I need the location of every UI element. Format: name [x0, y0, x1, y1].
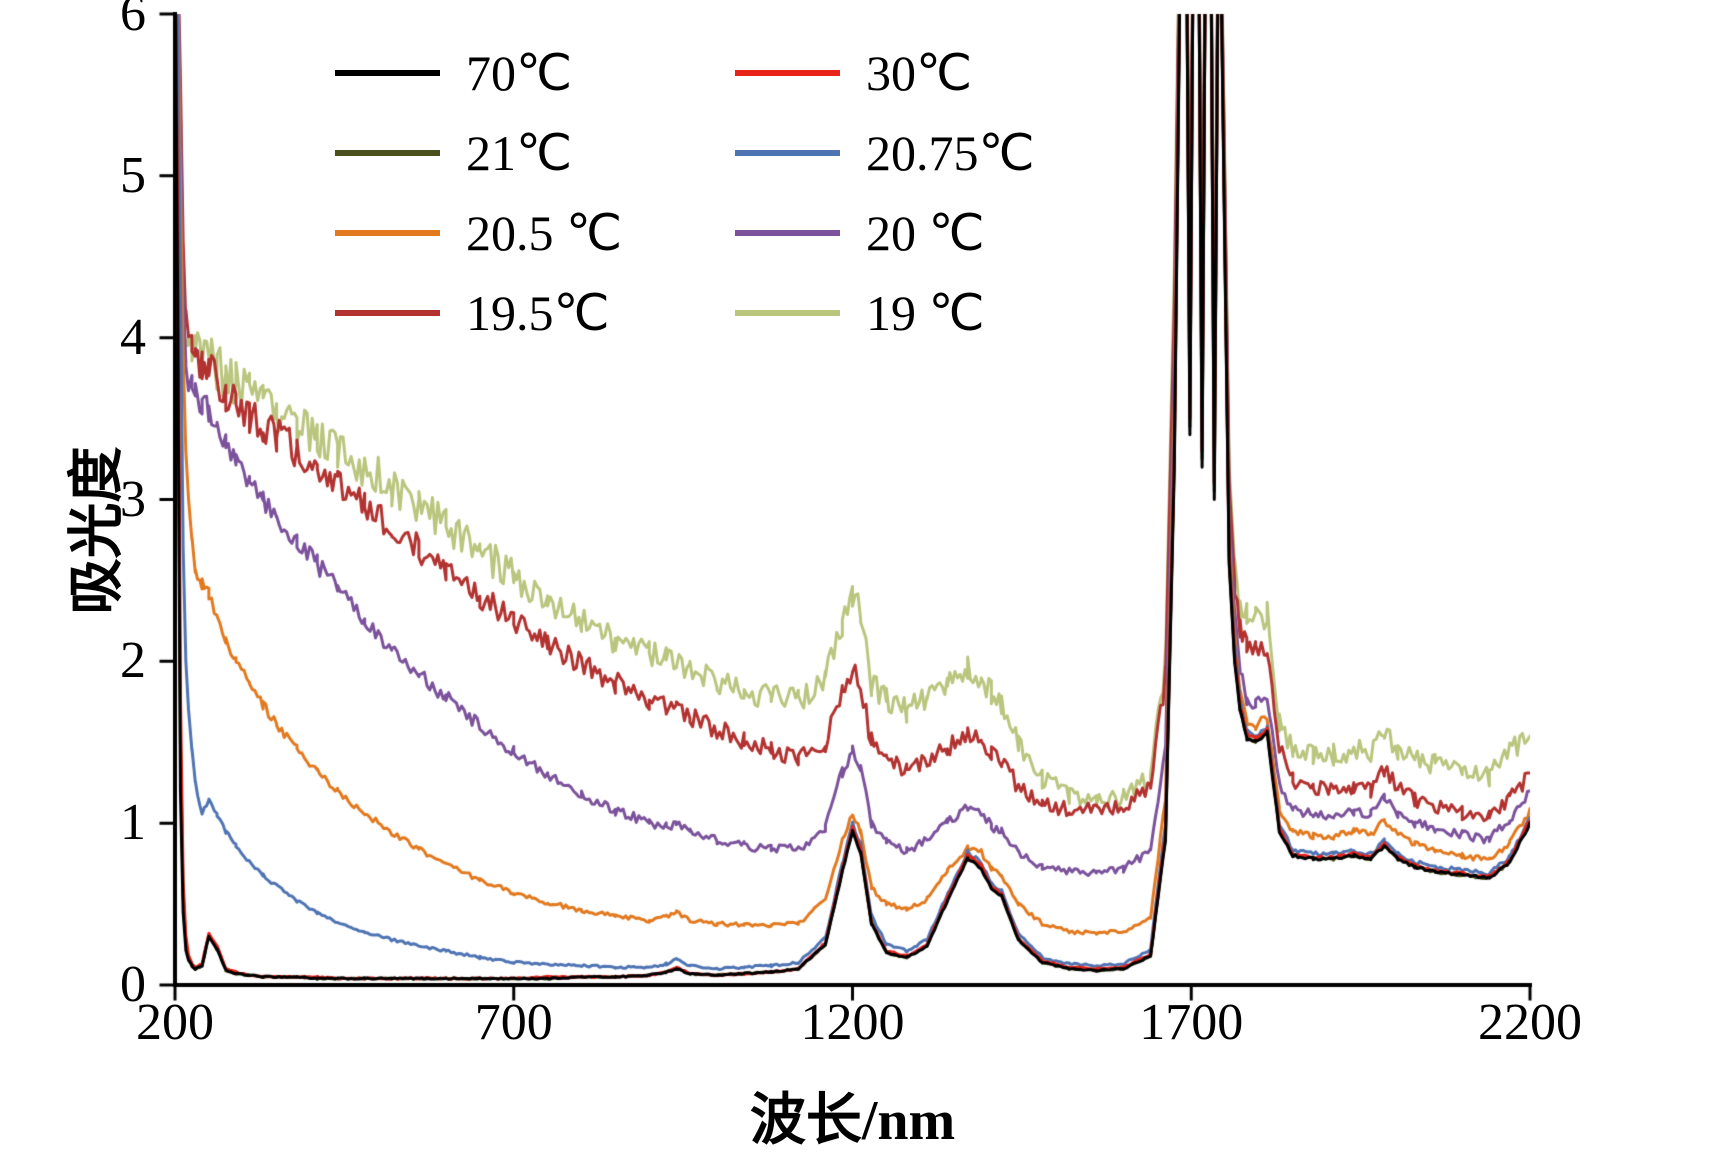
y-tick-label: 1 [120, 794, 146, 852]
x-axis-ticks: 200 700 1200 1700 2200 [136, 994, 1582, 1057]
legend-label: 20.5 ℃ [466, 205, 623, 261]
legend-item: 20.75℃ [735, 128, 1155, 178]
x-tick-label: 200 [136, 994, 214, 1051]
legend-label: 21℃ [466, 125, 573, 181]
y-tick-label: 4 [120, 308, 146, 366]
y-tick-label: 5 [120, 146, 146, 204]
y-tick-label: 3 [120, 470, 146, 528]
legend-label: 19.5℃ [466, 285, 610, 341]
legend-item: 70℃ [335, 48, 735, 98]
y-axis-ticks: 6 5 4 3 2 1 0 [0, 0, 152, 1011]
y-tick-label: 2 [120, 632, 146, 690]
legend-line-swatch [735, 150, 840, 156]
legend-item: 30℃ [735, 48, 1155, 98]
legend-label: 20 ℃ [866, 205, 985, 261]
x-tick-label: 700 [474, 994, 553, 1051]
legend-line-swatch [335, 150, 440, 156]
legend-line-swatch [335, 310, 440, 316]
legend-label: 70℃ [466, 45, 573, 101]
x-tick-label: 1700 [1139, 994, 1244, 1051]
legend-line-swatch [335, 70, 440, 76]
legend-label: 20.75℃ [866, 125, 1035, 181]
y-tick-label: 6 [120, 0, 146, 42]
legend-line-swatch [335, 230, 440, 236]
legend-line-swatch [735, 70, 840, 76]
legend-line-swatch [735, 310, 840, 316]
legend-item: 20.5 ℃ [335, 208, 735, 258]
legend-item: 19 ℃ [735, 288, 1155, 338]
legend-line-swatch [735, 230, 840, 236]
legend: 70℃ 30℃ 21℃ 20.75℃ 20.5 ℃ 20 ℃ 19.5℃ 19 [335, 48, 1155, 338]
x-tick-label: 2200 [1478, 994, 1582, 1051]
legend-item: 19.5℃ [335, 288, 735, 338]
legend-item: 21℃ [335, 128, 735, 178]
legend-item: 20 ℃ [735, 208, 1155, 258]
x-axis-label: 波长/nm [749, 1090, 956, 1152]
legend-label: 19 ℃ [866, 285, 985, 341]
x-tick-label: 1200 [800, 994, 905, 1051]
y-tick-label: 0 [120, 956, 146, 1013]
legend-label: 30℃ [866, 45, 973, 101]
